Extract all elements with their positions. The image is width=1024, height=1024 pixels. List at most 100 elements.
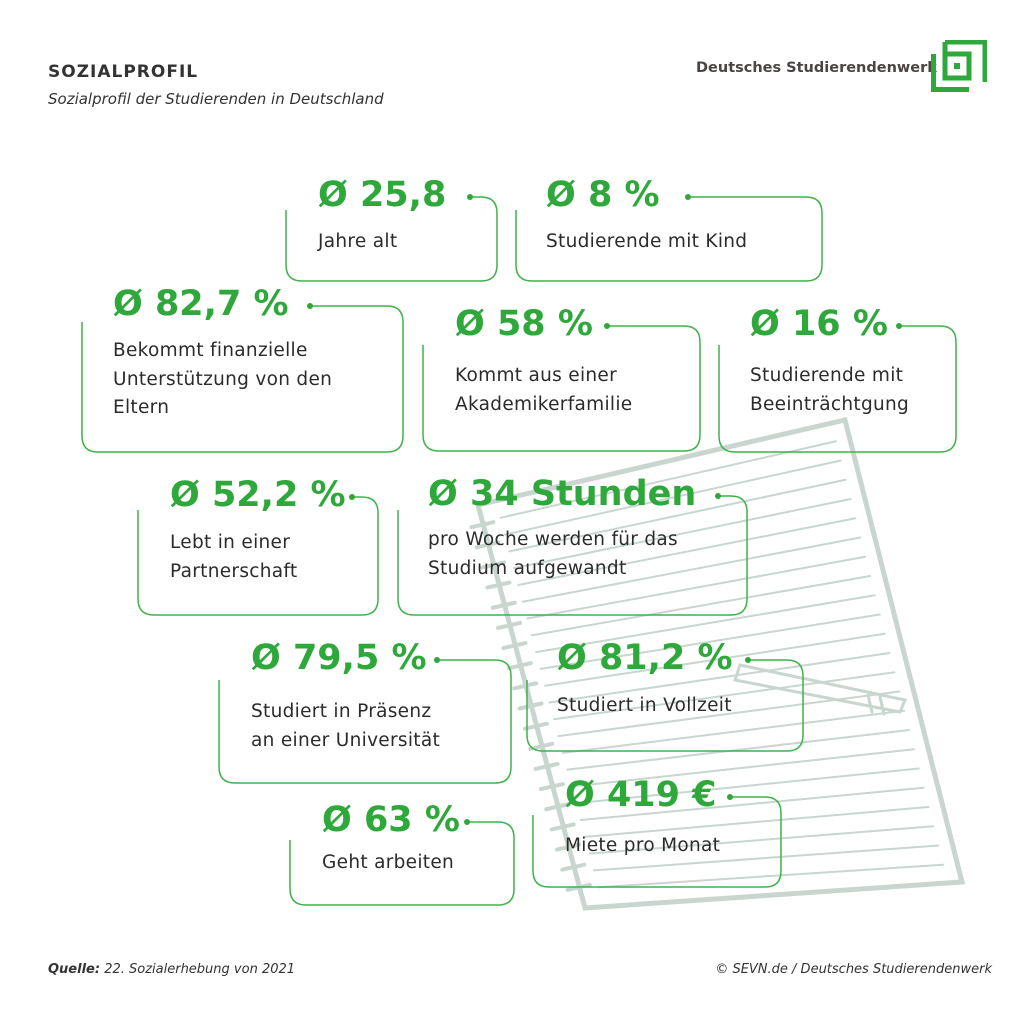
source-text: 22. Sozialerhebung von 2021: [104, 962, 296, 977]
connector-dot: [434, 657, 440, 663]
stat-label: Bekommt finanzielle: [113, 340, 308, 361]
stat-label: Eltern: [113, 397, 170, 418]
connector-dot: [685, 194, 691, 200]
paper-line: [512, 498, 852, 570]
spiral-ring: [538, 782, 565, 792]
stat-label: Beeinträchtgung: [750, 393, 910, 415]
studierendenwerk-logo-icon: [931, 40, 987, 92]
stat-label: Studierende mit: [750, 365, 904, 386]
paper-line: [593, 844, 940, 872]
stat-label: Jahre alt: [318, 231, 398, 252]
paper-line: [499, 440, 837, 519]
paper-line: [561, 709, 906, 754]
stat-label: Studiert in Präsenz: [251, 701, 432, 722]
stat-label: Miete pro Monat: [565, 835, 721, 856]
connector-dot: [727, 794, 733, 800]
stat-value: Ø 52,2 %: [170, 475, 346, 515]
card-frame: [285, 196, 498, 282]
paper-line: [579, 786, 925, 822]
stat-label: Studium aufgewandt: [428, 557, 627, 579]
stat-value: Ø 58 %: [455, 304, 593, 344]
card-frame: [397, 495, 748, 616]
spiral-ring: [501, 641, 528, 651]
stat-label: Akademikerfamilie: [455, 393, 633, 415]
connector-dot: [349, 494, 355, 500]
stat-label: Geht arbeiten: [322, 852, 455, 873]
stat-value: Ø 8 %: [546, 175, 660, 215]
paper-line: [584, 806, 930, 838]
stat-label: Partnerschaft: [170, 560, 298, 582]
spiral-ring: [485, 580, 512, 590]
stat-label: an einer Universität: [251, 729, 441, 751]
connector-dot: [467, 194, 473, 200]
brand-name: Deutsches Studierendenwerk: [696, 60, 937, 76]
stat-label: Kommt aus einer: [455, 365, 618, 386]
connector-dot: [604, 323, 610, 329]
connector-dot: [745, 657, 751, 663]
paper-line: [521, 536, 862, 603]
spiral-ring: [528, 741, 555, 751]
paper-line: [526, 555, 867, 620]
spiral-ring: [560, 862, 587, 872]
spiral-ring: [506, 661, 533, 671]
stat-value: Ø 82,7 %: [113, 284, 289, 324]
paper-line: [575, 767, 920, 805]
paper-line: [535, 594, 876, 654]
stat-label: pro Woche werden für das: [428, 529, 678, 550]
spiral-ring: [469, 520, 496, 530]
spiral-ring: [554, 842, 581, 852]
spiral-ring: [490, 600, 517, 610]
spiral-ring: [517, 701, 544, 711]
source-label: Quelle:: [48, 962, 101, 977]
connector-dot: [464, 819, 470, 825]
card-frame: [137, 496, 379, 616]
card-frame: [422, 325, 701, 452]
copyright-note: © SEVN.de / Deutsches Studierendenwerk: [715, 962, 992, 977]
paper-line: [517, 517, 857, 586]
paper-line: [552, 671, 896, 721]
spiral-ring: [496, 620, 523, 630]
page-title: SOZIALPROFIL: [48, 62, 199, 82]
spiral-ring: [544, 802, 571, 812]
card-frame: [218, 659, 512, 784]
spiral-ring: [480, 560, 507, 570]
paper-line: [530, 575, 871, 637]
card-frame: [81, 305, 404, 453]
paper-line: [508, 478, 847, 553]
spiral-ring: [522, 721, 549, 731]
stat-value: Ø 16 %: [750, 304, 888, 344]
card-frame: [289, 821, 515, 906]
stat-label: Unterstützung von den: [113, 368, 333, 390]
stat-value: Ø 81,2 %: [557, 638, 733, 678]
stat-value: Ø 25,8: [318, 175, 447, 215]
connector-dot: [715, 493, 721, 499]
paper-line: [588, 825, 935, 855]
card-frame: [526, 659, 804, 752]
source-note: Quelle: 22. Sozialerhebung von 2021: [48, 962, 295, 977]
card-frame: [532, 796, 782, 888]
paper-line: [597, 863, 945, 889]
card-frame: [515, 196, 823, 282]
stat-value: Ø 63 %: [322, 800, 460, 840]
spiral-ring: [549, 822, 576, 832]
paper-line: [557, 690, 901, 738]
page-subtitle: Sozialprofil der Studierenden in Deutsch…: [48, 90, 384, 108]
connector-dot: [896, 323, 902, 329]
paper-line: [544, 632, 886, 687]
paper-line: [539, 613, 881, 670]
paper-line: [566, 729, 910, 771]
card-frame: [718, 325, 957, 453]
paper-line: [548, 652, 891, 704]
spiral-ring: [533, 761, 560, 771]
stat-value: Ø 419 €: [565, 775, 717, 815]
paper-line: [503, 459, 842, 536]
stat-label: Lebt in einer: [170, 532, 291, 553]
paper-line: [570, 748, 915, 788]
stat-value: Ø 34 Stunden: [428, 474, 697, 514]
stat-label: Studierende mit Kind: [546, 231, 748, 252]
pen-icon: [733, 663, 908, 716]
stat-label: Studiert in Vollzeit: [557, 695, 732, 716]
connector-dot: [307, 303, 313, 309]
